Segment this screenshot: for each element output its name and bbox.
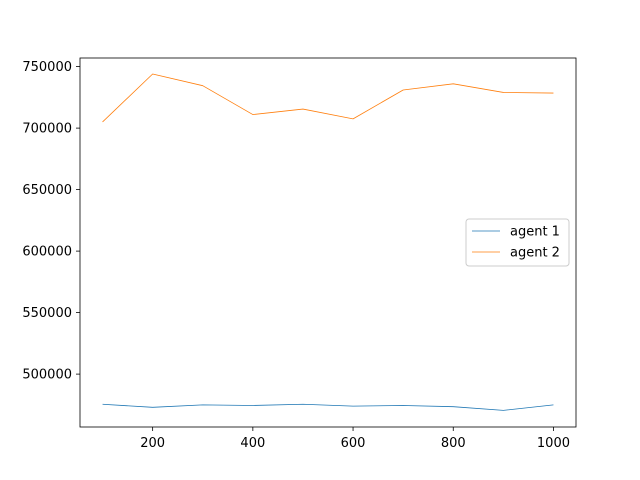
y-tick-label: 600000 [22,245,72,260]
series-line-2 [102,73,554,123]
y-tick-label: 500000 [22,368,72,383]
y-tick-label: 750000 [22,60,72,75]
y-axis: 500000 550000 600000 650000 700000 750000 [22,60,80,383]
x-tick-label: 800 [441,436,466,451]
legend-label-1: agent 1 [510,225,560,240]
x-tick-label: 1000 [537,436,570,451]
y-tick-label: 700000 [22,122,72,137]
x-axis: 200 400 600 800 1000 [140,427,570,451]
series-line-1 [102,403,554,411]
legend: agent 1 agent 2 [465,218,570,267]
x-tick-label: 600 [341,436,366,451]
series-layer [102,73,554,411]
legend-label-2: agent 2 [510,246,560,261]
x-tick-label: 400 [240,436,265,451]
y-tick-label: 550000 [22,306,72,321]
axes-frame [79,57,577,428]
x-tick-label: 200 [140,436,165,451]
y-tick-label: 650000 [22,183,72,198]
